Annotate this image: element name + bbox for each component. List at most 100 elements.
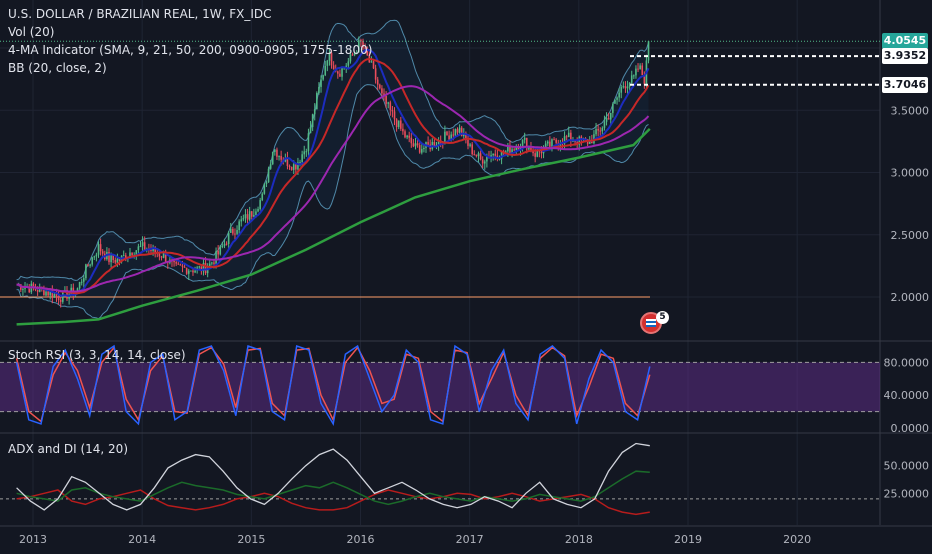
candle-body	[215, 251, 217, 264]
candle-body	[416, 143, 419, 146]
candle-body	[200, 266, 203, 272]
candle-body	[183, 266, 186, 268]
candle-body	[381, 88, 383, 94]
candle-body	[131, 252, 133, 256]
candle-body	[561, 143, 564, 145]
adx-legend[interactable]: ADX and DI (14, 20)	[8, 442, 128, 456]
candle-body	[202, 262, 205, 272]
candle-body	[427, 142, 429, 145]
candle-body	[229, 228, 232, 233]
candle-body	[311, 114, 314, 128]
candle-body	[479, 153, 482, 160]
candle-body	[99, 244, 102, 252]
candle-body	[410, 137, 413, 144]
candle-body	[137, 246, 140, 251]
current-price-tag: 4.0545	[882, 33, 928, 50]
candle-body	[565, 136, 568, 138]
stoch-rsi-legend[interactable]: Stoch RSI (3, 3, 14, 14, close)	[8, 348, 186, 362]
candle-body	[528, 146, 530, 150]
candle-body	[567, 132, 570, 138]
candle-body	[633, 75, 635, 77]
candle-body	[467, 140, 469, 146]
candle-body	[387, 102, 390, 104]
price-axis-label: 3.5000	[891, 104, 930, 117]
candle-body	[110, 255, 112, 263]
candle-body	[190, 270, 192, 272]
candle-body	[295, 164, 297, 170]
candle-body	[458, 127, 461, 133]
candle-body	[62, 291, 64, 302]
time-axis-label: 2019	[674, 533, 702, 546]
bollinger-band-fill	[16, 20, 649, 319]
candle-body	[578, 136, 581, 145]
candle-body	[635, 68, 637, 76]
chart-title: U.S. DOLLAR / BRAZILIAN REAL, 1W, FX_IDC	[8, 7, 272, 21]
candle-body	[95, 254, 98, 257]
candle-body	[358, 40, 360, 53]
candle-body	[324, 65, 327, 76]
candle-body	[244, 214, 247, 219]
candle-body	[83, 278, 85, 282]
candle-body	[173, 260, 175, 263]
candle-body	[406, 135, 408, 138]
candle-body	[376, 79, 379, 85]
candle-body	[97, 244, 100, 255]
candle-body	[223, 243, 226, 246]
candle-body	[414, 143, 417, 147]
bollinger-upper	[16, 19, 649, 281]
time-axis-label: 2018	[565, 533, 593, 546]
candle-body	[421, 149, 423, 153]
candle-body	[448, 135, 450, 140]
candle-body	[509, 146, 511, 154]
candle-body	[601, 127, 604, 132]
candle-body	[477, 153, 480, 157]
candle-body	[238, 221, 240, 231]
candle-body	[76, 288, 79, 293]
candle-body	[630, 75, 633, 83]
candle-body	[301, 154, 303, 163]
candle-body	[624, 86, 627, 89]
candle-body	[242, 218, 245, 220]
candle-body	[465, 132, 467, 141]
candle-body	[250, 211, 253, 217]
candle-body	[572, 141, 574, 143]
candle-body	[364, 47, 366, 49]
ma-legend[interactable]: 4-MA Indicator (SMA, 9, 21, 50, 200, 090…	[8, 43, 373, 57]
candle-body	[101, 251, 104, 254]
candle-body	[313, 109, 316, 115]
candle-body	[286, 157, 289, 167]
candle-body	[494, 153, 497, 156]
candle-body	[332, 65, 335, 70]
candle-body	[530, 146, 532, 152]
candle-body	[372, 61, 375, 69]
time-axis-label: 2017	[456, 533, 484, 546]
candle-body	[221, 245, 224, 247]
candle-body	[55, 294, 58, 296]
candle-body	[211, 262, 213, 264]
candle-body	[253, 215, 255, 217]
candle-body	[36, 289, 39, 292]
sma-21-line	[16, 58, 650, 295]
price-axis-label: 3.0000	[891, 167, 930, 180]
candle-body	[603, 121, 606, 128]
stoch-band	[0, 362, 880, 412]
candle-body	[641, 65, 644, 75]
candle-body	[66, 289, 68, 299]
candle-body	[57, 295, 60, 300]
candle-body	[612, 103, 614, 113]
flag-stripes-icon	[646, 319, 656, 327]
candle-body	[85, 264, 87, 279]
candle-body	[248, 211, 251, 220]
candle-body	[93, 256, 96, 258]
candle-body	[328, 52, 331, 61]
candle-body	[175, 262, 177, 264]
candle-body	[483, 161, 486, 164]
stoch-axis-label: 40.0000	[884, 389, 930, 402]
bb-legend[interactable]: BB (20, close, 2)	[8, 61, 107, 75]
candle-body	[274, 149, 276, 152]
volume-legend[interactable]: Vol (20)	[8, 25, 55, 39]
candle-body	[395, 119, 398, 127]
candle-body	[297, 162, 299, 170]
candle-body	[45, 291, 47, 296]
